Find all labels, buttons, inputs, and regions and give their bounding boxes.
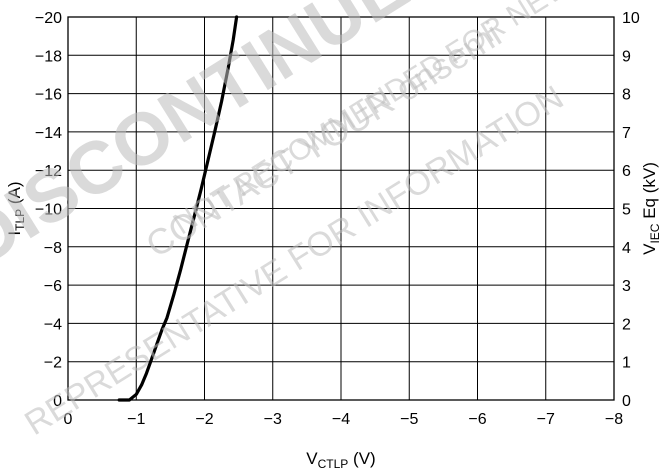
y-left-tick-label: −12 bbox=[35, 163, 62, 180]
y-right-tick-label: 10 bbox=[622, 10, 640, 27]
axis-titles: VCTLP (V) ITLP (A) VIEC Eq (kV) bbox=[5, 162, 662, 471]
y-right-tick-label: 6 bbox=[622, 163, 631, 180]
grid bbox=[68, 17, 614, 400]
y-left-tick-label: −16 bbox=[35, 87, 62, 104]
plot-frame bbox=[67, 16, 615, 401]
watermark-text: DISCONTINUED bbox=[0, 0, 467, 283]
y-left-tick-label: −2 bbox=[44, 355, 62, 372]
label-subscript: IEC bbox=[648, 223, 662, 243]
y-right-tick-label: 2 bbox=[622, 316, 631, 333]
y-left-tick-label: 0 bbox=[53, 393, 62, 410]
label-unit: (V) bbox=[348, 449, 375, 468]
x-tick-label: 0 bbox=[64, 411, 73, 428]
y-right-tick-label: 0 bbox=[622, 393, 631, 410]
y-right-tick-label: 4 bbox=[622, 240, 631, 257]
plot-border bbox=[67, 16, 615, 401]
label-unit: Eq (kV) bbox=[640, 162, 659, 223]
label-main: V bbox=[640, 243, 659, 255]
label-subscript: CTLP bbox=[318, 457, 349, 471]
y-right-tick-label: 5 bbox=[622, 202, 631, 219]
x-tick-label: −4 bbox=[332, 411, 350, 428]
x-tick-label: −6 bbox=[468, 411, 486, 428]
y-left-tick-label: −14 bbox=[35, 125, 62, 142]
series-line bbox=[117, 15, 239, 402]
y-right-tick-label: 3 bbox=[622, 278, 631, 295]
label-unit: (A) bbox=[5, 181, 24, 208]
label-subscript: TLP bbox=[13, 209, 27, 231]
y-left-tick-label: −10 bbox=[35, 202, 62, 219]
y-axis-left-label: ITLP (A) bbox=[5, 181, 27, 235]
y-right-tick-label: 1 bbox=[622, 355, 631, 372]
curve bbox=[117, 15, 239, 402]
y-left-tick-label: −18 bbox=[35, 48, 62, 65]
x-tick-label: −8 bbox=[605, 411, 623, 428]
label-main: V bbox=[306, 449, 318, 468]
y-left-tick-label: −8 bbox=[44, 240, 62, 257]
y-right-tick-label: 8 bbox=[622, 87, 631, 104]
label-main: I bbox=[5, 231, 24, 236]
y-axis-right-label: VIEC Eq (kV) bbox=[640, 162, 662, 255]
y-left-tick-label: −4 bbox=[44, 316, 62, 333]
y-left-tick-label: −20 bbox=[35, 10, 62, 27]
x-tick-label: −5 bbox=[400, 411, 418, 428]
y-right-tick-label: 9 bbox=[622, 48, 631, 65]
x-tick-label: −3 bbox=[264, 411, 282, 428]
x-tick-label: −7 bbox=[537, 411, 555, 428]
x-axis-label: VCTLP (V) bbox=[306, 449, 375, 471]
y-left-tick-label: −6 bbox=[44, 278, 62, 295]
y-right-tick-label: 7 bbox=[622, 125, 631, 142]
tick-labels: 0 −1 −2 −3 −4 −5 −6 −7 −80−2−4−6−8−10−12−14−16−1… bbox=[35, 10, 640, 428]
x-tick-label: −2 bbox=[195, 411, 213, 428]
x-tick-label: −1 bbox=[127, 411, 145, 428]
